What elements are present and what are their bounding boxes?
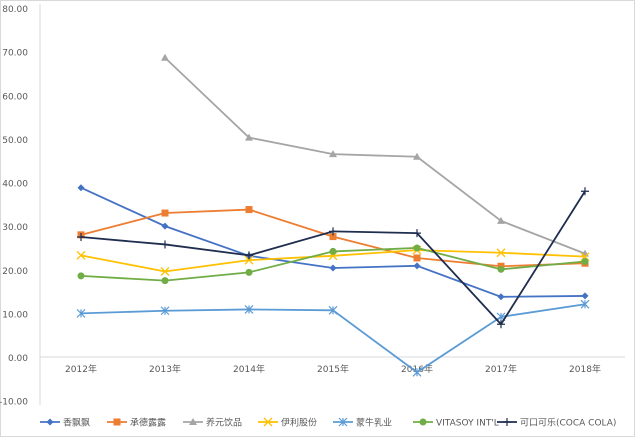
legend-item: 可口可乐(COCA COLA)	[497, 417, 616, 429]
series-2	[161, 53, 589, 257]
data-point-diamond	[329, 264, 337, 272]
data-point-plus	[77, 233, 85, 242]
data-point-diamond	[46, 418, 54, 426]
series-4	[76, 299, 590, 377]
series-6	[77, 187, 589, 329]
series-line	[80, 303, 586, 374]
legend-label: 承德露露	[130, 417, 166, 429]
data-point-plus	[581, 187, 589, 196]
data-point-triangle	[413, 152, 421, 160]
data-point-plus	[503, 418, 511, 426]
data-point-circle	[497, 265, 505, 273]
legend-label: 养元饮品	[206, 417, 242, 429]
legend-item: 承德露露	[107, 417, 166, 429]
data-point-triangle	[497, 216, 505, 224]
series-line	[80, 190, 586, 326]
data-point-x	[496, 248, 506, 258]
data-point-star	[580, 299, 590, 309]
data-point-circle	[413, 244, 421, 252]
legend-label: 可口可乐(COCA COLA)	[520, 417, 616, 429]
data-point-plus	[161, 240, 169, 249]
y-tick-label: 20.00	[2, 267, 28, 277]
series-line	[164, 57, 586, 255]
data-point-diamond	[77, 184, 85, 192]
data-point-circle	[161, 277, 169, 285]
data-point-x	[244, 255, 254, 265]
legend-label: 蒙牛乳业	[356, 417, 392, 429]
data-point-diamond	[161, 222, 169, 230]
y-tick-label: 40.00	[2, 180, 28, 190]
y-tick-label: 10.00	[2, 310, 28, 320]
data-point-triangle	[245, 133, 253, 141]
legend-item: 香飘飘	[40, 418, 90, 429]
series-5	[77, 244, 589, 285]
data-point-star	[338, 417, 348, 427]
data-point-square	[413, 254, 421, 262]
y-tick-label: 50.00	[2, 136, 28, 146]
data-point-diamond	[413, 262, 421, 270]
series-1	[77, 206, 589, 270]
legend-item: 养元饮品	[183, 417, 242, 429]
data-point-circle	[245, 268, 253, 276]
data-point-square	[113, 418, 121, 426]
legend-label: VITASOY INT'L	[436, 419, 499, 429]
data-point-diamond	[581, 292, 589, 300]
y-tick-label: 70.00	[2, 49, 28, 59]
legend-item: 蒙牛乳业	[333, 417, 392, 429]
data-point-star	[328, 305, 338, 315]
data-point-star	[412, 367, 422, 377]
x-tick-label: 2015年	[317, 363, 349, 375]
data-point-circle	[77, 272, 85, 280]
data-point-plus	[413, 229, 421, 238]
y-tick-label: -10.00	[0, 398, 28, 408]
series-3	[76, 245, 590, 276]
data-point-x	[76, 250, 86, 260]
data-point-x	[263, 417, 273, 427]
data-point-plus	[497, 320, 505, 329]
y-tick-label: 80.00	[2, 5, 28, 15]
data-point-plus	[329, 227, 337, 236]
data-point-triangle	[161, 53, 169, 61]
x-tick-label: 2014年	[233, 363, 265, 375]
y-tick-label: 60.00	[2, 92, 28, 102]
data-point-circle	[419, 418, 427, 426]
data-point-square	[161, 209, 169, 217]
x-tick-label: 2012年	[65, 363, 97, 375]
data-point-star	[244, 305, 254, 314]
series-0	[77, 184, 589, 301]
data-point-plus	[245, 251, 253, 260]
data-point-circle	[581, 257, 589, 265]
data-point-circle	[329, 247, 337, 255]
data-point-square	[245, 206, 253, 214]
data-point-diamond	[497, 293, 505, 301]
x-tick-label: 2013年	[149, 363, 181, 375]
data-point-triangle	[189, 418, 197, 425]
legend-label: 香飘飘	[63, 418, 90, 429]
data-point-star	[160, 306, 170, 316]
legend-item: VITASOY INT'L	[413, 418, 499, 429]
x-tick-label: 2017年	[485, 363, 517, 375]
y-tick-label: 0.00	[8, 354, 28, 364]
data-point-x	[160, 267, 170, 276]
x-tick-label: 2018年	[569, 363, 601, 375]
legend-label: 伊利股份	[281, 417, 317, 429]
legend-item: 伊利股份	[258, 417, 317, 429]
data-point-square	[329, 233, 337, 241]
data-point-star	[76, 308, 86, 318]
data-point-triangle	[329, 150, 337, 158]
y-tick-label: 30.00	[2, 223, 28, 233]
